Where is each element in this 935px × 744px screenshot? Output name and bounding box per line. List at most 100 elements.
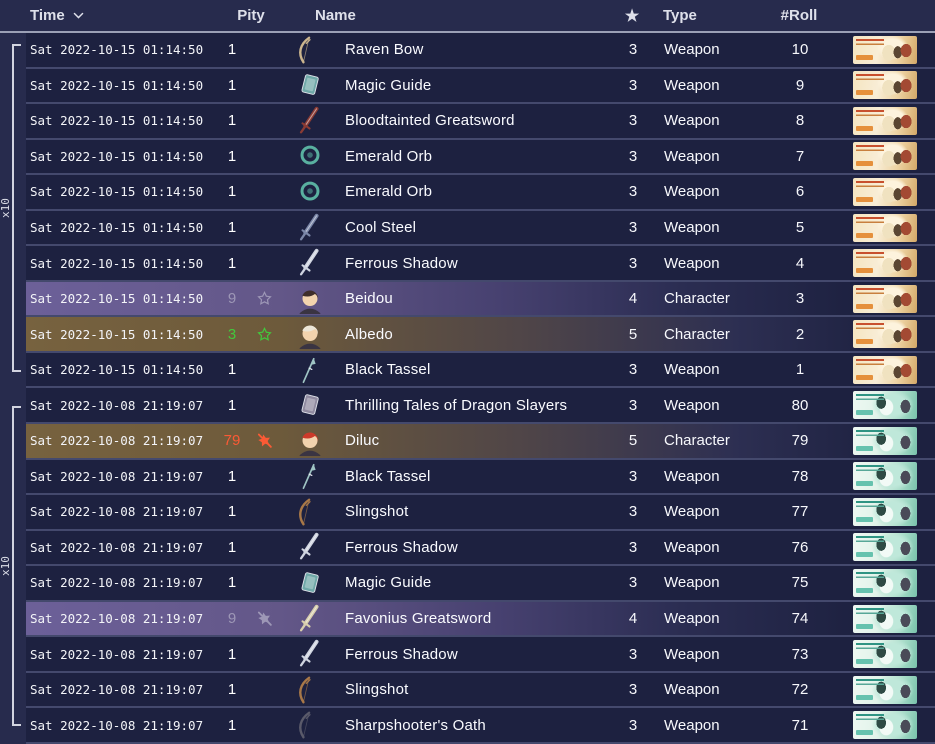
item-name: Beidou [345, 290, 393, 308]
item-icon [290, 354, 330, 386]
pity-count: 1 [227, 183, 237, 201]
item-icon [290, 247, 330, 279]
wish-row: Sat 2022-10-08 21:19:07 1 Ferrous Shadow… [26, 530, 935, 567]
type-cell: Weapon [664, 76, 720, 94]
roll-number: 71 [791, 716, 809, 734]
item-name: Cool Steel [345, 219, 417, 236]
item-icon [290, 460, 330, 492]
pity-count: 1 [227, 396, 237, 414]
roll-number: 6 [795, 183, 805, 201]
banner-thumbnail [853, 568, 917, 597]
pity-status-icon [252, 326, 276, 343]
wish-row: Sat 2022-10-08 21:19:07 1 Sharpshooter's… [26, 708, 935, 744]
item-name: Albedo [345, 325, 393, 343]
item-icon [290, 709, 330, 741]
time-cell: Sat 2022-10-15 01:14:50 [30, 255, 204, 271]
banner-thumbnail [853, 640, 917, 669]
item-icon [290, 140, 330, 172]
banner-thumbnail [853, 426, 917, 455]
pity-status-icon [252, 397, 276, 414]
pity-status-icon [252, 574, 276, 591]
item-icon [290, 567, 330, 599]
column-header-time-label: Time [30, 7, 65, 24]
banner-thumbnail [853, 391, 917, 420]
rarity-cell: 3 [628, 147, 638, 165]
roll-number: 79 [791, 432, 809, 450]
item-icon [290, 212, 330, 244]
item-name: Favonius Greatsword [345, 610, 492, 628]
type-cell: Weapon [664, 503, 720, 521]
type-cell: Weapon [664, 183, 720, 201]
banner-thumbnail [853, 284, 917, 313]
wish-row: Sat 2022-10-15 01:14:50 1 Raven Bow 3 We… [26, 33, 935, 69]
banner-thumbnail [853, 35, 917, 64]
multi-pull-label: x10 [0, 198, 12, 218]
type-cell: Weapon [664, 610, 720, 628]
pity-count: 1 [227, 76, 237, 94]
type-cell: Weapon [664, 361, 720, 379]
time-cell: Sat 2022-10-08 21:19:07 [30, 468, 204, 484]
roll-number: 77 [791, 503, 809, 521]
pity-status-icon [252, 432, 276, 449]
time-cell: Sat 2022-10-15 01:14:50 [30, 220, 204, 235]
roll-number: 7 [795, 147, 805, 165]
roll-number: 74 [791, 610, 809, 628]
rarity-cell: 3 [628, 361, 638, 379]
pity-status-icon [252, 681, 276, 698]
time-cell: Sat 2022-10-08 21:19:07 [30, 646, 204, 662]
pity-status-icon [252, 717, 276, 734]
time-cell: Sat 2022-10-15 01:14:50 [30, 291, 204, 307]
time-cell: Sat 2022-10-15 01:14:50 [30, 326, 204, 342]
item-icon [290, 176, 330, 208]
rarity-cell: 5 [628, 325, 638, 343]
banner-thumbnail [853, 355, 917, 384]
column-header-time[interactable]: Time [26, 7, 212, 24]
roll-number: 78 [791, 467, 809, 485]
pity-status-icon [252, 503, 276, 520]
rarity-cell: 3 [628, 467, 638, 485]
pity-count: 3 [227, 325, 237, 343]
banner-thumbnail [853, 71, 917, 100]
item-name: Ferrous Shadow [345, 254, 458, 272]
item-name: Thrilling Tales of Dragon Slayers [345, 396, 568, 414]
type-cell: Character [664, 432, 730, 450]
wish-row: Sat 2022-10-08 21:19:07 9 Favonius Great… [26, 601, 935, 638]
column-header-type: Type [663, 7, 697, 24]
pity-status-icon [252, 148, 276, 165]
wish-row: Sat 2022-10-15 01:14:50 1 Bloodtainted G… [26, 104, 935, 140]
item-name: Magic Guide [345, 574, 432, 592]
type-cell: Weapon [664, 538, 720, 556]
wish-row: Sat 2022-10-08 21:19:07 1 Magic Guide 3 … [26, 566, 935, 602]
rarity-cell: 3 [628, 503, 638, 521]
type-cell: Weapon [664, 574, 720, 592]
banner-thumbnail [853, 711, 917, 740]
time-cell: Sat 2022-10-15 01:14:50 [30, 42, 204, 58]
item-name: Magic Guide [345, 76, 432, 94]
type-cell: Weapon [664, 645, 720, 663]
pity-count: 9 [227, 610, 237, 628]
column-header-pity: Pity [237, 7, 265, 24]
type-cell: Character [664, 290, 730, 308]
type-cell: Weapon [664, 41, 720, 59]
type-cell: Weapon [664, 681, 720, 699]
pity-count: 9 [227, 290, 237, 308]
pity-status-icon [252, 112, 276, 129]
pity-status-icon [252, 41, 276, 58]
pity-count: 1 [227, 41, 237, 59]
pity-count: 1 [227, 716, 237, 734]
roll-number: 1 [795, 361, 805, 379]
time-cell: Sat 2022-10-15 01:14:50 [30, 184, 204, 200]
time-cell: Sat 2022-10-08 21:19:07 [30, 682, 204, 698]
banner-thumbnail [853, 320, 917, 349]
table-header: Time Pity Name ★ Type #Roll [0, 0, 935, 33]
multi-pull-bracket: x10 [0, 44, 21, 372]
pity-status-icon [252, 219, 276, 236]
roll-number: 75 [791, 574, 809, 592]
item-name: Diluc [345, 432, 380, 450]
item-name: Ferrous Shadow [345, 645, 458, 663]
multi-pull-label: x10 [0, 556, 12, 576]
rarity-cell: 4 [628, 290, 638, 308]
rarity-cell: 3 [628, 41, 638, 59]
pity-count: 1 [227, 574, 237, 592]
pity-status-icon [252, 290, 276, 307]
